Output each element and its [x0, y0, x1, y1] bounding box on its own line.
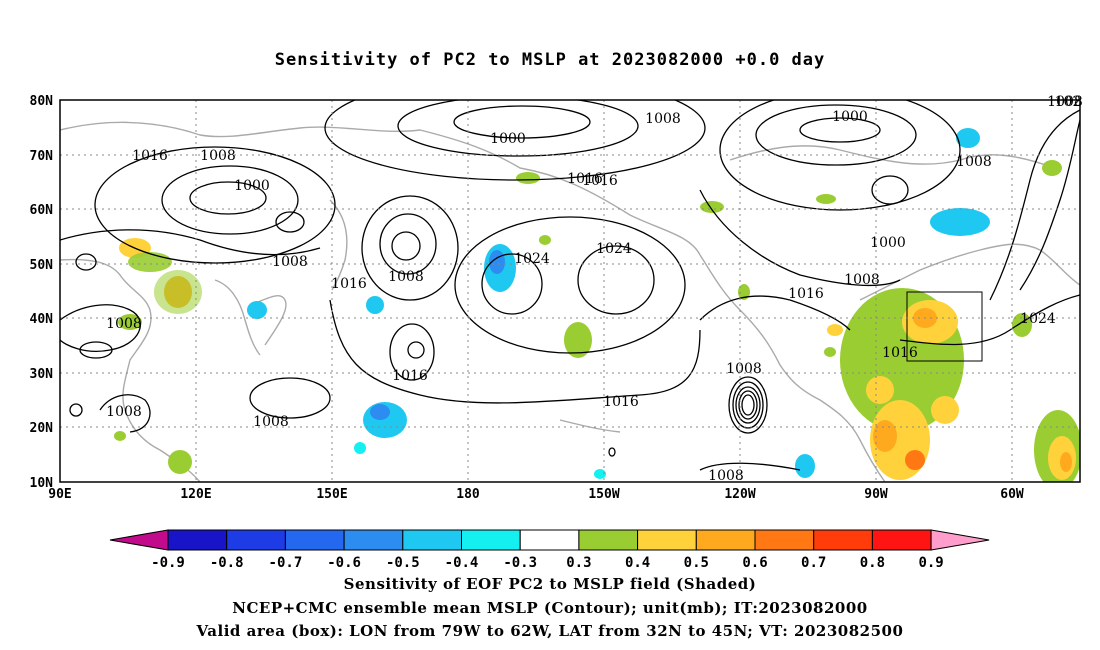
grid-lines — [60, 100, 1080, 482]
colorbar-swatch — [284, 529, 345, 551]
lat-label: 70N — [30, 149, 54, 164]
colorbar-tick-label: 0.9 — [918, 555, 943, 571]
contour-label: 1008 — [106, 316, 142, 332]
colorbar-tick-label: -0.4 — [445, 555, 479, 571]
colorbar-swatch — [226, 529, 286, 551]
colorbar-tick-label: 0.5 — [684, 555, 709, 571]
colorbar-tick-label: 0.3 — [566, 555, 591, 571]
contour-label: 102 — [1055, 94, 1082, 110]
contour-label: 1024 — [514, 251, 550, 267]
map-frame — [59, 99, 1081, 483]
contour-label: 1008 — [844, 272, 880, 288]
caption-line-3: Valid area (box): LON from 79W to 62W, L… — [196, 622, 904, 640]
lon-label: 150E — [316, 487, 347, 502]
colorbar-tick-label: -0.8 — [210, 555, 244, 571]
colorbar-tick-label: -0.5 — [386, 555, 420, 571]
caption-line-1: Sensitivity of EOF PC2 to MSLP field (Sh… — [343, 575, 757, 593]
lat-label: 80N — [30, 94, 54, 109]
lat-labels: 80N 70N 60N 50N 40N 30N 20N 10N — [30, 94, 54, 491]
contour-label: 1008 — [253, 414, 289, 430]
lat-label: 50N — [30, 258, 54, 273]
contour-label: 1016 — [132, 148, 168, 164]
map-title: Sensitivity of PC2 to MSLP at 2023082000… — [274, 50, 826, 70]
contour-label: 1016 — [582, 173, 618, 189]
contour-label: 1016 — [788, 286, 824, 302]
contour-label: 1008 — [272, 254, 308, 270]
colorbar-swatch — [754, 529, 815, 551]
lon-label: 90E — [48, 487, 71, 502]
contour-label: 1016 — [603, 394, 639, 410]
colorbar-swatch — [461, 529, 521, 551]
colorbar-arrow-low — [109, 529, 169, 551]
lon-label: 180 — [456, 487, 480, 502]
colorbar-tick-label: -0.7 — [269, 555, 303, 571]
contour-label: 1008 — [1047, 94, 1083, 110]
contour-label: 1024 — [1020, 311, 1056, 327]
colorbar-tick-label: -0.3 — [503, 555, 537, 571]
colorbar-swatch — [637, 529, 697, 551]
colorbar-tick-label: 0.6 — [742, 555, 767, 571]
colorbar-swatch — [402, 529, 462, 551]
lat-label: 20N — [30, 421, 54, 436]
contour-label: 1000 — [490, 131, 526, 147]
mslp-contours — [60, 100, 1080, 471]
contour-label: 1000 — [234, 178, 270, 194]
contour-label: 1008 — [645, 111, 681, 127]
colorbar-swatch — [871, 529, 932, 551]
colorbar-swatch — [167, 529, 228, 551]
sensitivity-shading — [114, 128, 1080, 482]
colorbar-tick-label: 0.8 — [860, 555, 885, 571]
colorbar-tick-label: 0.4 — [625, 555, 650, 571]
colorbar: -0.9 -0.8 -0.7 -0.6 -0.5 -0.4 -0.3 0.3 0.4 0.5 0.6… — [109, 529, 990, 571]
contour-label: 1000 — [832, 109, 868, 125]
colorbar-swatch — [813, 529, 873, 551]
contour-labels: 1008 1016 1008 1000 1000 1008 1016 1000 … — [106, 94, 1083, 484]
contour-label: 1016 — [567, 171, 603, 187]
caption-line-2: NCEP+CMC ensemble mean MSLP (Contour); u… — [232, 599, 868, 617]
contour-label: 1000 — [870, 235, 906, 251]
contour-label: 1016 — [882, 345, 918, 361]
colorbar-swatch — [578, 529, 639, 551]
lon-labels: 90E 120E 150E 180 150W 120W 90W 60W — [48, 487, 1024, 502]
contour-label: 1016 — [331, 276, 367, 292]
lat-label: 60N — [30, 203, 54, 218]
colorbar-arrow-high — [930, 529, 990, 551]
colorbar-tick-label: -0.6 — [327, 555, 361, 571]
colorbar-swatch — [519, 529, 580, 551]
colorbar-swatch — [695, 529, 756, 551]
contour-label: 1024 — [596, 241, 632, 257]
lat-label: 10N — [30, 476, 54, 491]
contour-label: 1016 — [392, 368, 428, 384]
valid-area-box — [906, 291, 983, 362]
lon-label: 60W — [1000, 487, 1024, 502]
colorbar-tick-label: -0.9 — [151, 555, 185, 571]
lon-label: 90W — [864, 487, 888, 502]
lon-label: 120E — [180, 487, 211, 502]
contour-label: 1008 — [708, 468, 744, 484]
lon-label: 150W — [588, 487, 619, 502]
contour-label: 1008 — [726, 361, 762, 377]
lat-label: 40N — [30, 312, 54, 327]
colorbar-tick-label: 0.7 — [801, 555, 826, 571]
contour-label: 1008 — [956, 154, 992, 170]
contour-label: 1008 — [106, 404, 142, 420]
lon-label: 120W — [724, 487, 755, 502]
contour-label: 1008 — [388, 269, 424, 285]
colorbar-swatch — [343, 529, 404, 551]
contour-label: 1008 — [200, 148, 236, 164]
lat-label: 30N — [30, 367, 54, 382]
